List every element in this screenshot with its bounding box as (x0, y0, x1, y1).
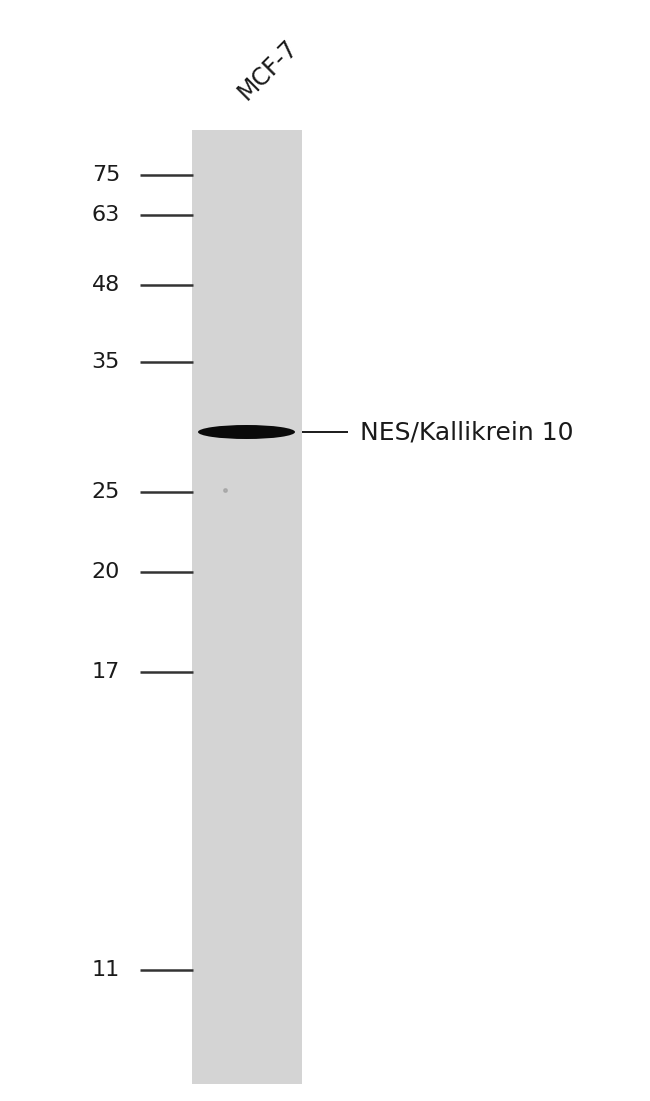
Text: 75: 75 (92, 165, 120, 185)
Text: MCF-7: MCF-7 (233, 35, 303, 105)
Text: 25: 25 (92, 482, 120, 502)
Text: 35: 35 (92, 352, 120, 372)
Ellipse shape (198, 425, 295, 439)
Text: 17: 17 (92, 662, 120, 682)
Bar (192, 130, 302, 1084)
Text: 20: 20 (92, 562, 120, 582)
Text: 48: 48 (92, 275, 120, 295)
Text: NES/Kallikrein 10: NES/Kallikrein 10 (360, 419, 573, 444)
Text: 63: 63 (92, 205, 120, 225)
Text: 11: 11 (92, 960, 120, 980)
